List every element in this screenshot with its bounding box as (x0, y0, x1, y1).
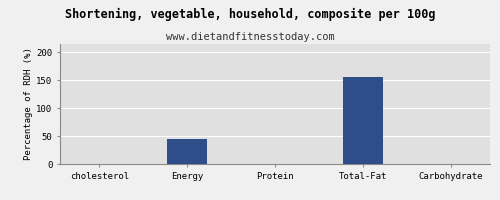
Y-axis label: Percentage of RDH (%): Percentage of RDH (%) (24, 48, 34, 160)
Text: www.dietandfitnesstoday.com: www.dietandfitnesstoday.com (166, 32, 334, 42)
Bar (168, 139, 207, 164)
Bar (343, 77, 382, 164)
Text: Shortening, vegetable, household, composite per 100g: Shortening, vegetable, household, compos… (65, 8, 435, 21)
